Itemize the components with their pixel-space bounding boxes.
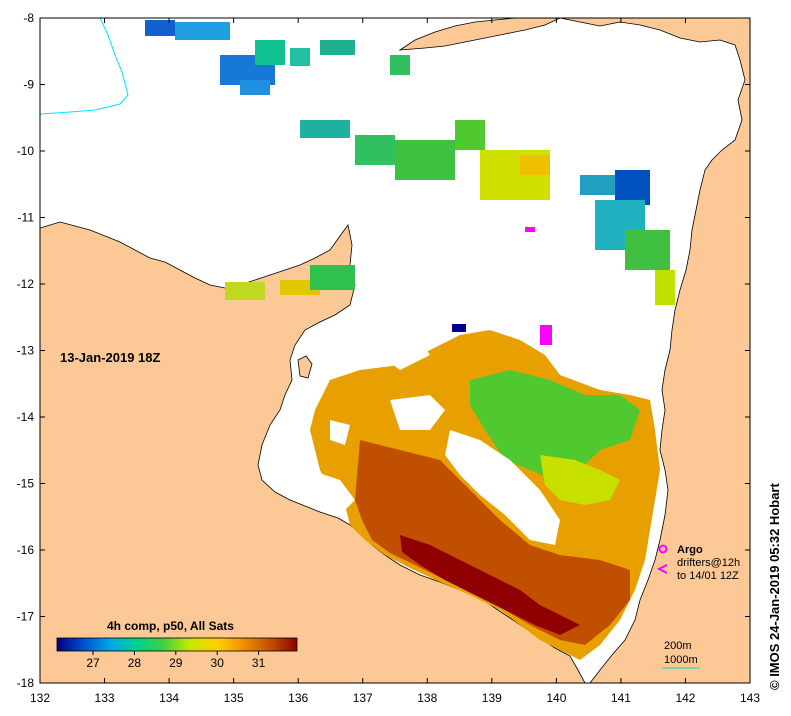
colorbar-tick-label: 30 [211,656,225,670]
x-tick-label: 140 [546,691,566,705]
argo-marker [658,544,668,554]
colorbar-tick-label: 29 [169,656,183,670]
x-tick-label: 136 [288,691,308,705]
x-tick-label: 132 [30,691,50,705]
x-tick-label: 139 [482,691,502,705]
drifters-label: drifters@12h [677,557,740,569]
colorbar-tick-label: 28 [128,656,142,670]
x-tick-label: 134 [159,691,179,705]
x-tick-label: 141 [611,691,631,705]
land-cape-york [559,18,750,683]
y-tick-label: -13 [17,344,35,358]
drifters-range: to 14/01 12Z [677,570,739,582]
date-label: 13-Jan-2019 18Z [60,350,161,365]
contour-1000-label: 1000m [664,654,698,666]
contour-200-label: 200m [664,640,692,652]
drifter-marker [656,564,668,574]
land-groote-eylandt [297,355,313,379]
y-tick-label: -17 [17,610,35,624]
x-tick-label: 135 [224,691,244,705]
colorbar-ticks: 27 28 29 30 31 [86,651,266,670]
x-tick-label: 143 [740,691,760,705]
argo-label: Argo [677,544,703,556]
x-tick-label: 137 [353,691,373,705]
y-tick-label: -10 [17,144,35,158]
y-tick-label: -18 [17,676,35,690]
land-new-guinea [398,18,561,51]
y-tick-label: -14 [17,410,35,424]
x-axis: 132 133 134 135 136 137 138 139 140 141 142 143 [30,18,760,705]
y-axis: -8 -9 -10 -11 -12 -13 -14 -15 -16 -17 -18 [17,11,750,690]
y-tick-label: -8 [23,11,34,25]
y-tick-label: -16 [17,543,35,557]
x-tick-label: 133 [95,691,115,705]
y-tick-label: -12 [17,277,35,291]
sst-gulf [305,310,660,660]
colorbar-title: 4h comp, p50, All Sats [107,619,234,633]
colorbar-tick-label: 27 [86,656,100,670]
river-line [40,18,129,115]
x-tick-label: 142 [675,691,695,705]
y-tick-label: -15 [17,477,35,491]
colorbar-tick-label: 31 [252,656,266,670]
x-tick-label: 138 [417,691,437,705]
y-tick-label: -11 [18,211,35,225]
y-tick-label: -9 [23,78,34,92]
sst-patches-north [145,20,675,305]
credit-label: © IMOS 24-Jan-2019 05:32 Hobart [767,483,782,690]
colorbar [56,637,298,652]
